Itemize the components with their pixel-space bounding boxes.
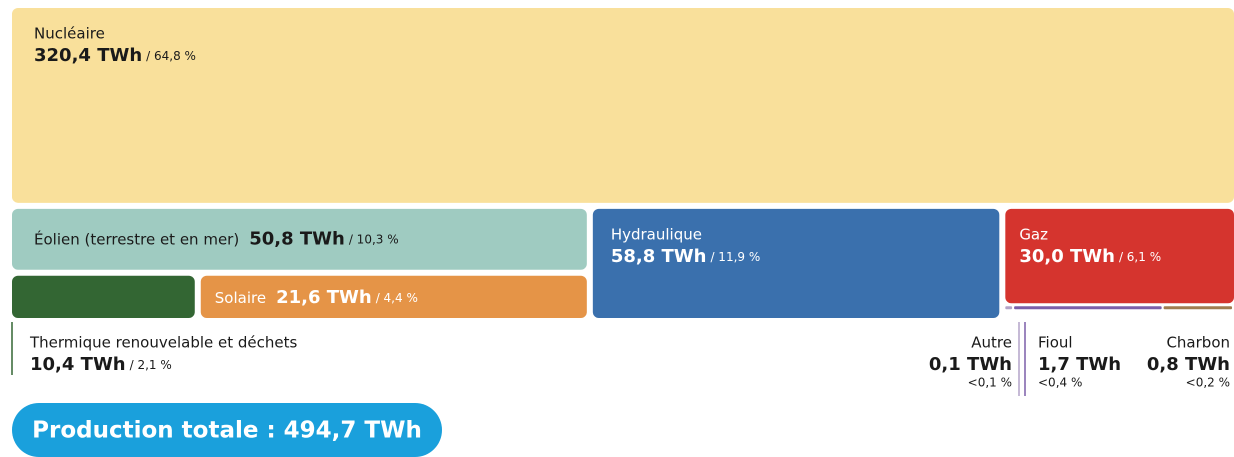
tile-label: Éolien (terrestre et en mer) 50,8 TWh / 10… [34,228,399,249]
tile-name: Fioul [1038,334,1073,352]
tile-name: Thermique renouvelable et déchets [29,334,298,352]
share-label: <0,2 % [1186,376,1230,390]
value-label: 30,0 TWh [1019,246,1115,267]
tile-value: 10,4 TWh / 2,1 % [30,354,172,375]
tile [12,208,587,270]
tile-value: 0,8 TWh [1147,354,1230,375]
total-pill [12,403,442,457]
tile-name: Autre [971,334,1012,352]
share-label: / 11,9 % [710,249,760,263]
tile-name: Solaire [215,288,266,306]
value-label: 0,1 TWh [929,354,1012,375]
share-label: / 6,1 % [1119,249,1161,263]
value-label: 21,6 TWh [276,287,372,308]
tile-label: Solaire 21,6 TWh / 4,4 % [215,287,418,308]
tile [1005,208,1234,304]
tile-value: 58,8 TWh/ 11,9 % [611,246,760,267]
share-label: / 2,1 % [130,358,172,372]
tile-value: 1,7 TWh [1038,354,1121,375]
tile [12,275,195,318]
value-label: 10,4 TWh [30,354,126,375]
share-label: <0,1 % [968,376,1012,390]
value-label: 1,7 TWh [1038,354,1121,375]
tile-name: Nucléaire [34,25,105,43]
share-label: / 64,8 % [146,49,196,63]
tile-value: 320,4 TWh / 64,8 % [34,45,196,66]
tile [592,208,1000,318]
value-label: 0,8 TWh [1147,354,1230,375]
tile-name: Charbon [1166,334,1230,352]
tile-value: 0,1 TWh [929,354,1012,375]
tile-name: Éolien (terrestre et en mer) [34,229,239,248]
tile-name: Hydraulique [611,225,702,243]
tile [1163,306,1232,310]
share-label: <0,4 % [1038,376,1082,390]
tile-name: Gaz [1019,225,1048,243]
total-label: Production totale : 494,7 TWh [32,418,422,444]
tile-value: 30,0 TWh / 6,1 % [1019,246,1161,267]
value-label: 58,8 TWh [611,246,707,267]
tile [1005,306,1013,310]
share-label: / 10,3 % [349,232,399,246]
tile [200,275,587,318]
share-label: / 4,4 % [376,290,418,304]
tile [12,8,1234,203]
value-label: 320,4 TWh [34,45,142,66]
value-label: 50,8 TWh [249,228,345,249]
tile [1014,306,1162,310]
